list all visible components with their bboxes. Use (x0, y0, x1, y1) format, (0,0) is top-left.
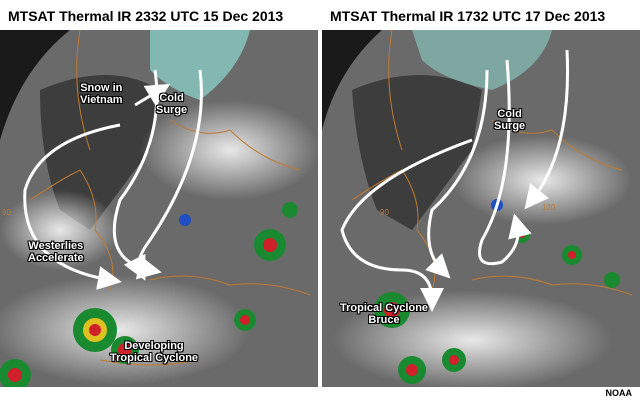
right-panel-title: MTSAT Thermal IR 1732 UTC 17 Dec 2013 (330, 8, 606, 24)
cold-surge-arrow-3 (524, 49, 570, 210)
label-cold-surge-right: Cold Surge (494, 108, 526, 132)
cold-cloud-band (150, 30, 250, 100)
credit-text: NOAA (605, 388, 633, 398)
flow-arrows (340, 49, 570, 312)
cold-surge-arrow-2 (123, 69, 203, 281)
cold-cloud-band (412, 30, 552, 90)
space-region (322, 30, 382, 130)
map-tick: 90 (2, 208, 11, 217)
label-westerlies: Westerlies Accelerate (28, 240, 84, 264)
left-satellite-image: 90 Snow in Vietnam Cold Surge Westerlies… (0, 30, 318, 387)
westerlies-arrow (340, 138, 473, 312)
left-panel-title: MTSAT Thermal IR 2332 UTC 15 Dec 2013 (8, 8, 284, 24)
right-satellite-image: 90 120 Cold Surge Tropical Cyclone Bruce (322, 30, 640, 387)
cloud-haze (0, 190, 120, 270)
westerlies-arrow (23, 123, 122, 290)
cold-surge-arrow-2 (478, 59, 532, 266)
cold-surge-arrow (425, 69, 489, 279)
map-tick-120: 120 (542, 203, 556, 212)
flow-arrows (23, 69, 203, 290)
label-developing-cyclone: Developing Tropical Cyclone (110, 340, 199, 364)
left-satellite-graphic: 90 (0, 30, 318, 387)
convection-cells (0, 202, 298, 387)
coastline-lines (29, 30, 311, 366)
right-satellite-graphic: 90 120 (322, 30, 633, 387)
cold-surge-pointer (134, 83, 171, 107)
land-region (352, 75, 482, 230)
map-tick-90: 90 (380, 208, 389, 217)
label-tropical-cyclone-bruce: Tropical Cyclone Bruce (340, 302, 429, 326)
cloud-haze (0, 275, 250, 385)
label-snow-vietnam: Snow in Vietnam (80, 82, 123, 106)
label-cold-surge-left: Cold Surge (156, 92, 188, 116)
space-region (0, 30, 70, 140)
